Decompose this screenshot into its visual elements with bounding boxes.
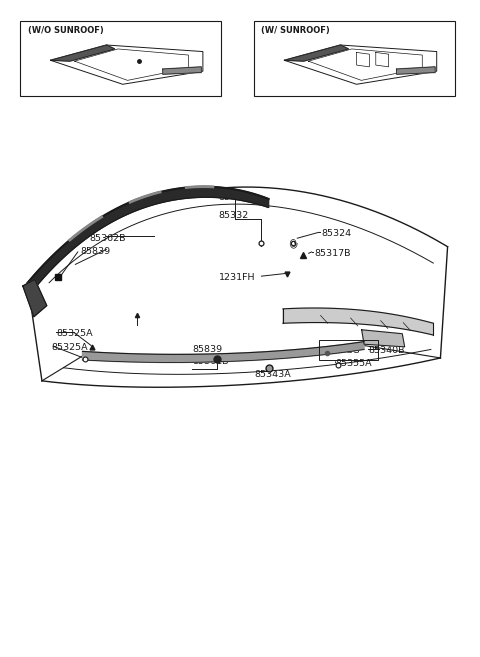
- Text: 1231FH: 1231FH: [218, 273, 255, 282]
- Bar: [21, 21, 221, 97]
- Bar: [319, 340, 378, 360]
- Text: '221EG: '221EG: [326, 346, 360, 355]
- Text: 85332: 85332: [218, 212, 249, 221]
- Text: (W/ SUNROOF): (W/ SUNROOF): [262, 26, 330, 35]
- Text: 85355A: 85355A: [336, 359, 372, 368]
- Polygon shape: [396, 67, 435, 74]
- Polygon shape: [283, 308, 433, 335]
- Bar: [254, 21, 455, 97]
- Polygon shape: [83, 342, 364, 363]
- Text: 85362B: 85362B: [90, 234, 126, 242]
- Polygon shape: [23, 279, 47, 317]
- Text: 85325A: 85325A: [51, 343, 88, 352]
- Text: 85839: 85839: [80, 248, 110, 256]
- Text: 85343A: 85343A: [254, 370, 291, 379]
- Text: 85340B: 85340B: [369, 346, 405, 355]
- Text: 85401: 85401: [218, 193, 249, 202]
- Text: 85317B: 85317B: [314, 250, 350, 258]
- Polygon shape: [362, 330, 405, 347]
- Text: 85839: 85839: [192, 345, 222, 354]
- Text: 85325A: 85325A: [56, 329, 93, 338]
- Text: (W/O SUNROOF): (W/O SUNROOF): [28, 26, 103, 35]
- Polygon shape: [163, 67, 201, 74]
- Polygon shape: [284, 45, 348, 61]
- Polygon shape: [50, 45, 115, 61]
- Text: 85324: 85324: [321, 229, 351, 238]
- Polygon shape: [28, 187, 269, 289]
- Text: 85361B: 85361B: [192, 357, 229, 367]
